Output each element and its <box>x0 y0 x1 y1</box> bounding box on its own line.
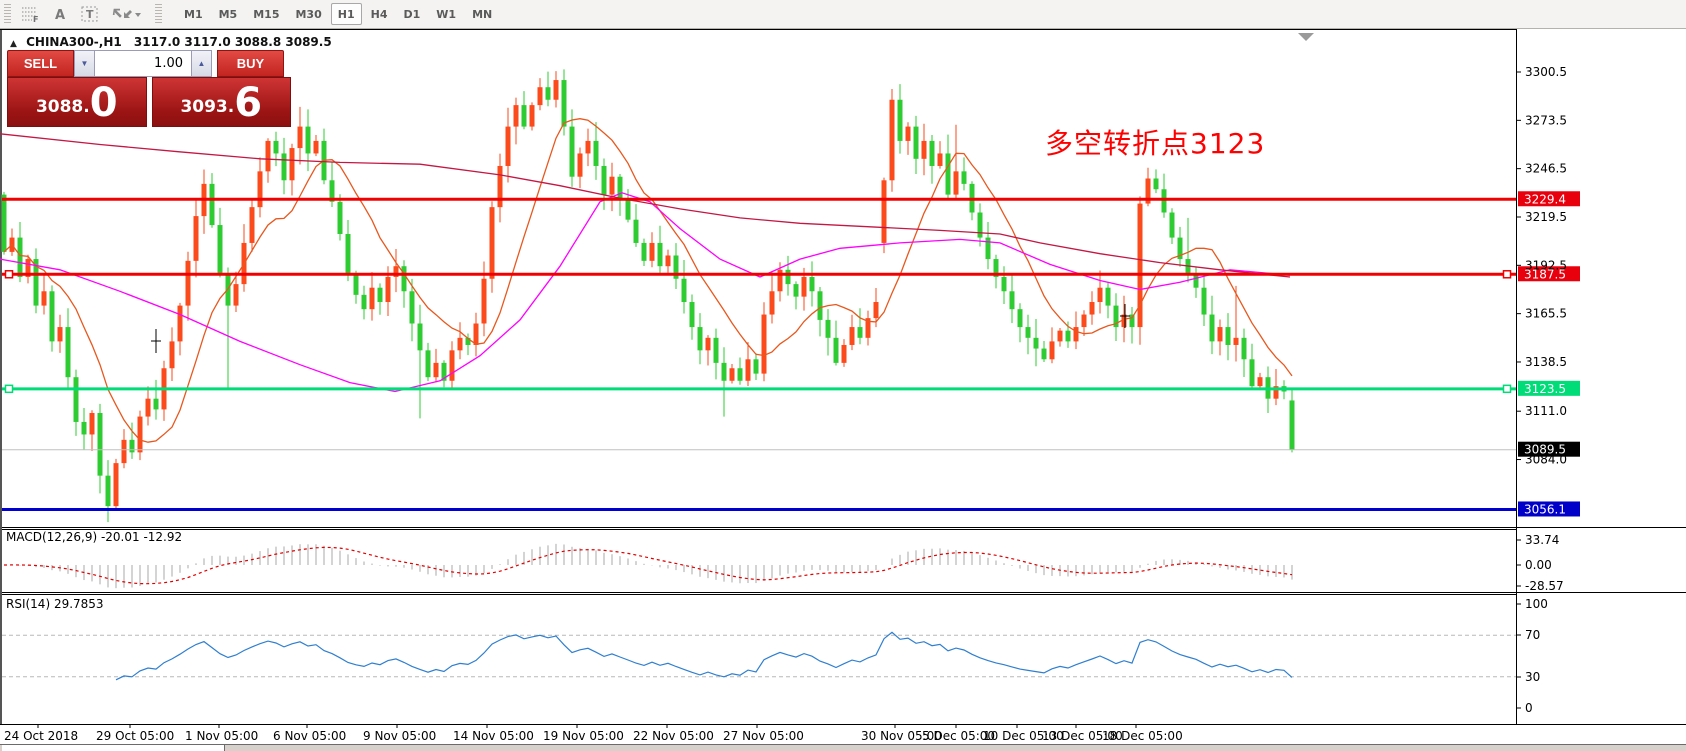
axis-price-flag <box>1518 191 1580 207</box>
chart-tab[interactable] <box>2 745 225 751</box>
timeframe-button-M1[interactable]: M1 <box>177 3 210 25</box>
text-annotation-icon[interactable]: A <box>47 2 73 26</box>
svg-text:3123.5: 3123.5 <box>1524 382 1566 396</box>
price-tick-label: 3219.5 <box>1525 210 1567 224</box>
timeframe-bar: M1 M5 M15 M30 H1 H4 D1 W1 MN <box>176 3 500 25</box>
sell-button[interactable]: SELL <box>7 50 74 77</box>
price-tick-label: 3300.5 <box>1525 65 1567 79</box>
price-tick-label: 3273.5 <box>1525 113 1567 127</box>
sell-price-panel[interactable]: 3088. 0 <box>7 77 147 127</box>
price-tick-label: 3165.5 <box>1525 307 1567 321</box>
time-axis-label: 19 Nov 05:00 <box>543 729 624 743</box>
axis-price-flag <box>1518 501 1580 517</box>
rsi-tick-label: 70 <box>1525 628 1540 642</box>
timeframe-button-MN[interactable]: MN <box>465 3 499 25</box>
rsi-indicator-label: RSI(14) 29.7853 <box>6 597 104 611</box>
svg-text:3056.1: 3056.1 <box>1524 502 1566 516</box>
svg-text:F: F <box>33 15 38 22</box>
svg-text:3187.5: 3187.5 <box>1524 267 1566 281</box>
macd-tick-label: 0.00 <box>1525 558 1552 572</box>
chart-title: ▲ CHINA300-,H1 3117.0 3117.0 3088.8 3089… <box>10 35 332 49</box>
macd-signal-line <box>3 546 1293 585</box>
svg-text:T: T <box>86 8 94 21</box>
time-axis-label: 27 Nov 05:00 <box>723 729 804 743</box>
candles <box>1 69 1295 523</box>
price-tick-label: 3111.0 <box>1525 404 1567 418</box>
chinese-annotation-text: 多空转折点3123 <box>1045 127 1266 160</box>
time-axis-label: 10 Dec 05:00 <box>983 729 1064 743</box>
time-axis-label: 5 Dec 05:00 <box>922 729 995 743</box>
time-axis-label: 24 Oct 2018 <box>4 729 78 743</box>
macd-histogram <box>11 543 1293 589</box>
timeframe-button-M5[interactable]: M5 <box>212 3 245 25</box>
axis-price-flag <box>1518 266 1580 282</box>
moving-average-line <box>0 133 1291 278</box>
volume-increase-button[interactable]: ▲ <box>191 50 212 77</box>
sell-price-main: 3088. <box>35 97 90 117</box>
timeframe-button-M15[interactable]: M15 <box>246 3 286 25</box>
time-axis-label: 1 Nov 05:00 <box>185 729 258 743</box>
timeframe-button-W1[interactable]: W1 <box>429 3 463 25</box>
macd-indicator-label: MACD(12,26,9) -20.01 -12.92 <box>6 530 183 544</box>
line-handle <box>1502 270 1512 279</box>
price-tick-label: 3084.0 <box>1525 453 1567 467</box>
timeframe-button-D1[interactable]: D1 <box>397 3 428 25</box>
time-axis-label: 14 Nov 05:00 <box>453 729 534 743</box>
line-handle <box>1502 384 1512 394</box>
svg-text:3229.4: 3229.4 <box>1524 192 1566 206</box>
svg-text:A: A <box>55 8 65 22</box>
buy-button[interactable]: BUY <box>217 50 284 77</box>
moving-average-line <box>3 118 1293 443</box>
axis-price-flag <box>1518 380 1580 396</box>
macd-tick-label: 33.74 <box>1525 533 1559 547</box>
symbol-timeframe-label: CHINA300-,H1 <box>26 35 122 49</box>
arrow-objects-icon[interactable] <box>107 2 145 26</box>
time-axis-label: 18 Dec 05:00 <box>1102 729 1183 743</box>
time-axis-label: 22 Nov 05:00 <box>633 729 714 743</box>
rsi-tick-label: 100 <box>1525 597 1548 611</box>
time-axis-label: 6 Nov 05:00 <box>273 729 346 743</box>
time-axis-label: 9 Nov 05:00 <box>363 729 436 743</box>
price-tick-label: 3246.5 <box>1525 162 1567 176</box>
ohlc-values: 3117.0 3117.0 3088.8 3089.5 <box>133 35 332 49</box>
moving-average-line <box>0 192 1291 393</box>
fibonacci-grid-icon[interactable]: F <box>17 2 43 26</box>
price-tick-label: 3138.5 <box>1525 355 1567 369</box>
text-label-icon[interactable]: T <box>77 2 103 26</box>
buy-price-big-digit: 6 <box>234 80 263 126</box>
svg-text:3089.5: 3089.5 <box>1524 443 1566 457</box>
macd-tick-label: -28.57 <box>1525 579 1564 593</box>
volume-input[interactable] <box>95 50 191 77</box>
time-axis-label: 29 Oct 05:00 <box>96 729 174 743</box>
rsi-tick-label: 30 <box>1525 670 1540 684</box>
timeframe-button-H1[interactable]: H1 <box>330 3 362 25</box>
toolbar-drag-handle[interactable] <box>4 4 11 24</box>
timeframe-button-M30[interactable]: M30 <box>288 3 328 25</box>
bid-price-flag <box>1518 441 1580 457</box>
rsi-tick-label: 0 <box>1525 701 1533 715</box>
line-handle <box>4 384 14 394</box>
toolbar: F A T M1 M5 M15 M30 H1 H4 D1 W1 MN <box>0 0 1686 29</box>
price-tick-label: 3192.5 <box>1525 258 1567 272</box>
sell-price-big-digit: 0 <box>89 80 118 126</box>
chart-shift-triangle-icon <box>1298 33 1314 41</box>
buy-price-panel[interactable]: 3093. 6 <box>151 77 291 127</box>
line-handle <box>4 270 14 279</box>
buy-price-main: 3093. <box>180 97 235 117</box>
rsi-line <box>115 631 1293 681</box>
chart-tab-bar <box>0 744 1686 751</box>
one-click-trade-widget: SELL ▼ ▲ BUY 3088. 0 3093. 6 <box>7 50 291 127</box>
collapse-triangle-icon[interactable]: ▲ <box>10 39 17 49</box>
time-axis-label: 13 Dec 05:00 <box>1042 729 1123 743</box>
volume-decrease-button[interactable]: ▼ <box>74 50 95 77</box>
time-axis-label: 30 Nov 05:00 <box>861 729 942 743</box>
toolbar-drag-handle-2[interactable] <box>155 4 162 24</box>
timeframe-button-H4[interactable]: H4 <box>364 3 395 25</box>
